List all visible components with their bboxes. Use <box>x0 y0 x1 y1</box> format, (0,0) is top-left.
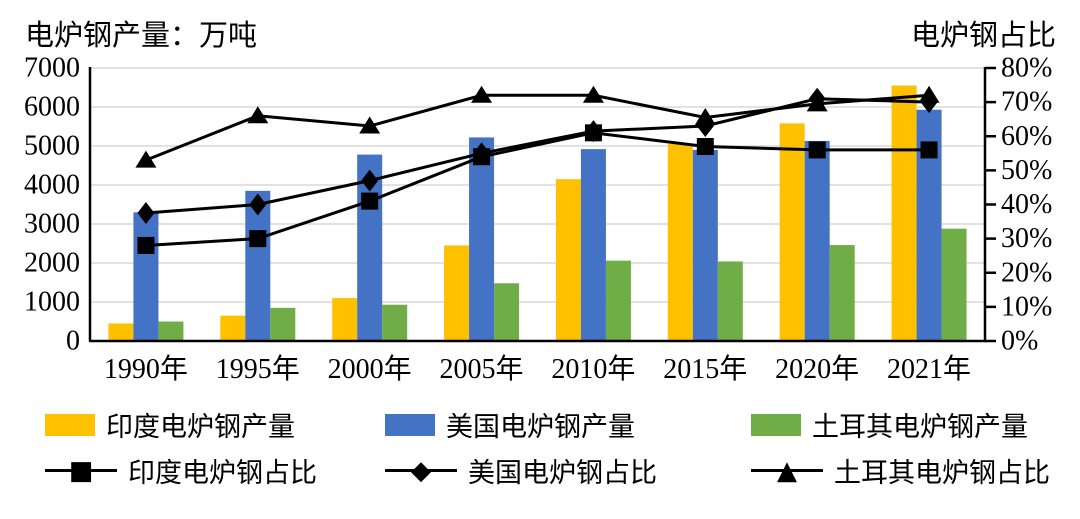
x-axis-label: 2015年 <box>663 353 747 385</box>
diamond-marker-icon: ◆ <box>385 458 457 484</box>
line-美国电炉钢占比 <box>145 97 930 215</box>
chart-canvas: 7000 6000 5000 4000 3000 2000 1000 0 80%70%60%50… <box>24 53 1052 386</box>
right-axis-tick-label: 60% <box>1001 121 1052 152</box>
triangle-marker-icon <box>247 106 269 124</box>
bar-美国电炉钢产量-1995年 <box>245 190 271 341</box>
triangle-glyph: ▲ <box>777 455 797 486</box>
bar-土耳其电炉钢产量-2000年 <box>382 304 408 341</box>
triangle-marker-icon: ▲ <box>751 458 823 484</box>
right-axis-tick-label: 50% <box>1001 155 1052 186</box>
left-axis-title: 电炉钢产量：万吨 <box>25 20 258 52</box>
bar-印度电炉钢产量-2005年 <box>444 245 470 341</box>
x-axis-label: 2020年 <box>775 353 859 385</box>
right-axis-tick-label: 0% <box>1001 326 1038 357</box>
bar-土耳其电炉钢产量-1990年 <box>158 321 184 341</box>
bar-印度电炉钢产量-1995年 <box>220 315 246 341</box>
bar-印度电炉钢产量-2000年 <box>332 298 358 341</box>
bar-印度电炉钢产量-2021年 <box>891 85 917 341</box>
left-axis-tick-label: 6000 <box>24 92 80 123</box>
bar-印度电炉钢产量-1990年 <box>108 323 134 341</box>
chart-legend: 印度电炉钢产量 美国电炉钢产量 土耳其电炉钢产量 ■ 印度电炉钢占比 ◆ 美国电… <box>45 408 1055 488</box>
diamond-marker-icon <box>473 142 491 165</box>
right-axis-tick-label: 20% <box>1001 257 1052 288</box>
bar-土耳其电炉钢产量-2010年 <box>605 260 631 341</box>
diamond-marker-icon <box>361 169 379 192</box>
square-glyph: ■ <box>68 455 94 486</box>
legend-item-india-production: 印度电炉钢产量 <box>45 408 385 442</box>
bar-印度电炉钢产量-2015年 <box>667 144 693 341</box>
triangle-marker-icon <box>359 116 381 134</box>
line-印度电炉钢占比 <box>145 131 930 247</box>
bar-土耳其电炉钢产量-2005年 <box>494 283 520 341</box>
bar-美国电炉钢产量-2020年 <box>804 140 830 341</box>
square-marker-icon <box>137 236 155 254</box>
india-production-swatch <box>45 413 95 436</box>
bar-印度电炉钢产量-2010年 <box>555 179 581 341</box>
triangle-marker-icon <box>471 85 493 103</box>
right-axis-tick-label: 30% <box>1001 223 1052 254</box>
legend-label: 土耳其电炉钢占比 <box>834 458 1050 488</box>
left-axis-tick-label: 7000 <box>24 53 80 84</box>
diamond-marker-icon <box>249 193 267 216</box>
x-axis-label: 2000年 <box>328 353 412 385</box>
legend-label: 印度电炉钢占比 <box>128 458 317 488</box>
legend-item-us-production: 美国电炉钢产量 <box>385 408 751 442</box>
square-marker-icon <box>808 141 826 159</box>
left-axis-tick-label: 0 <box>66 326 80 357</box>
triangle-marker-icon <box>694 107 716 125</box>
square-marker-icon <box>249 230 267 248</box>
legend-item-us-share: ◆ 美国电炉钢占比 <box>385 454 751 488</box>
legend-item-india-share: ■ 印度电炉钢占比 <box>45 454 385 488</box>
bar-土耳其电炉钢产量-2021年 <box>941 228 967 341</box>
legend-item-turkey-share: ▲ 土耳其电炉钢占比 <box>751 454 1055 488</box>
square-marker-icon <box>920 141 938 159</box>
triangle-marker-icon <box>135 150 157 168</box>
bar-美国电炉钢产量-2015年 <box>692 149 718 341</box>
legend-label: 印度电炉钢产量 <box>106 412 295 442</box>
x-axis-label: 2005年 <box>440 353 524 385</box>
left-axis-tick-label: 4000 <box>24 170 80 201</box>
bar-土耳其电炉钢产量-2015年 <box>717 261 743 341</box>
left-axis-tick-label: 1000 <box>24 287 80 318</box>
triangle-marker-icon <box>918 85 940 103</box>
triangle-marker-icon <box>582 85 604 103</box>
line-土耳其电炉钢占比 <box>145 93 930 162</box>
diamond-marker-icon <box>137 202 155 225</box>
diamond-marker-icon <box>584 120 602 143</box>
right-axis-title: 电炉钢占比 <box>910 20 1056 52</box>
legend-item-turkey-production: 土耳其电炉钢产量 <box>751 408 1055 442</box>
square-marker-icon <box>696 137 714 155</box>
bar-印度电炉钢产量-2020年 <box>779 123 805 341</box>
diamond-glyph: ◆ <box>411 455 431 486</box>
x-axis-label: 1995年 <box>216 353 300 385</box>
legend-label: 美国电炉钢产量 <box>446 412 635 442</box>
left-axis-tick-label: 5000 <box>24 131 80 162</box>
legend-label: 土耳其电炉钢产量 <box>812 412 1028 442</box>
square-marker-icon <box>361 192 379 210</box>
legend-label: 美国电炉钢占比 <box>468 458 657 488</box>
us-production-swatch <box>385 413 435 436</box>
turkey-production-swatch <box>751 413 801 436</box>
x-axis-label: 1990年 <box>104 353 188 385</box>
bar-美国电炉钢产量-2010年 <box>580 149 606 341</box>
right-axis-tick-label: 40% <box>1001 189 1052 220</box>
bar-土耳其电炉钢产量-2020年 <box>829 245 855 341</box>
left-axis-tick-label: 2000 <box>24 248 80 279</box>
bar-美国电炉钢产量-1990年 <box>133 212 159 341</box>
x-axis-label: 2010年 <box>551 353 635 385</box>
square-marker-icon: ■ <box>45 458 117 484</box>
bar-美国电炉钢产量-2005年 <box>469 137 495 341</box>
left-axis-tick-label: 3000 <box>24 209 80 240</box>
right-axis-tick-label: 10% <box>1001 291 1052 322</box>
x-axis-label: 2021年 <box>887 353 971 385</box>
triangle-marker-icon <box>806 94 828 112</box>
right-axis-tick-label: 80% <box>1001 53 1052 84</box>
bar-土耳其电炉钢产量-1995年 <box>270 307 296 341</box>
right-axis-tick-label: 70% <box>1001 87 1052 118</box>
